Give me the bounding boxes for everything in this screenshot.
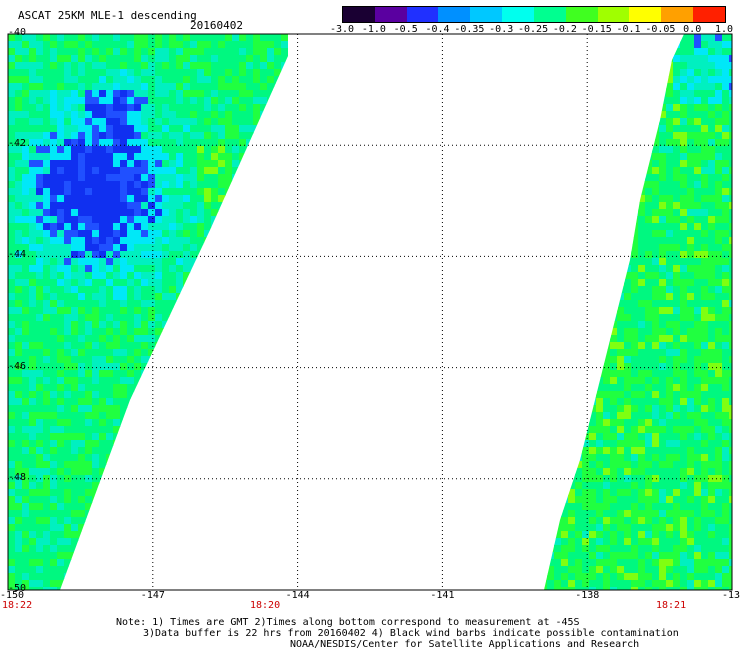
latitude-label: -42 (8, 138, 26, 149)
note-line-3: NOAA/NESDIS/Center for Satellite Applica… (290, 639, 639, 651)
longitude-label: -147 (141, 590, 165, 601)
latitude-label: -40 (8, 27, 26, 38)
swath-right (540, 34, 737, 595)
longitude-label: -144 (286, 590, 310, 601)
longitude-label: -141 (430, 590, 454, 601)
longitude-label: -135 (722, 590, 740, 601)
swath-left (8, 34, 296, 595)
time-right: 18:21 (656, 600, 686, 611)
time-left: 18:22 (2, 600, 32, 611)
latitude-label: -46 (8, 361, 26, 372)
latitude-label: -44 (8, 249, 26, 260)
longitude-label: -138 (575, 590, 599, 601)
latitude-label: -48 (8, 472, 26, 483)
time-middle: 18:20 (250, 600, 280, 611)
